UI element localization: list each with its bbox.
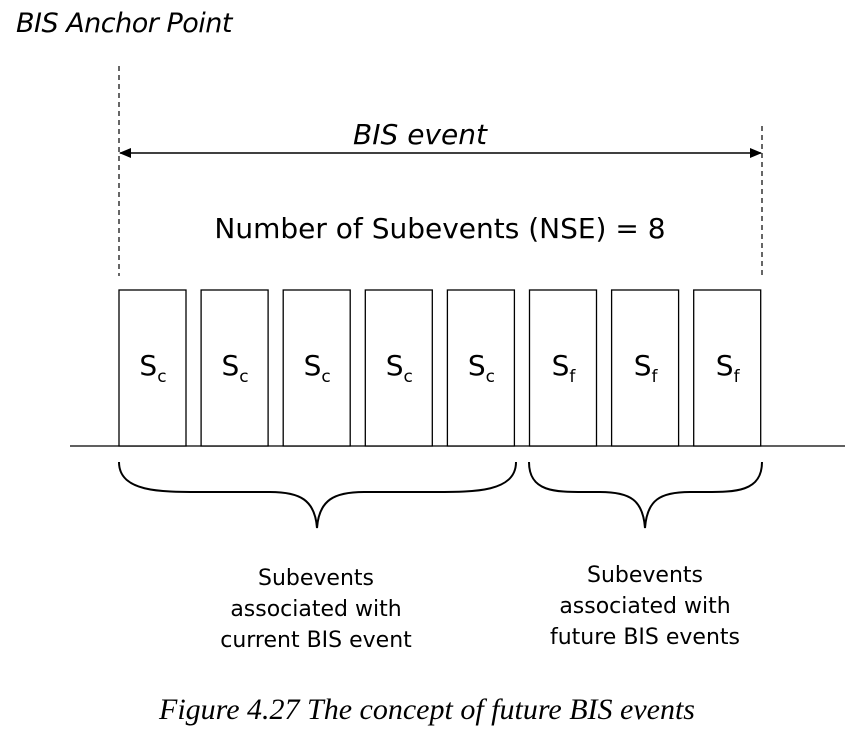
subevent-label-subscript: c — [485, 367, 495, 387]
subevent-label: Sf — [694, 352, 762, 386]
subevent-label-main: S — [385, 349, 404, 382]
figure-caption: Figure 4.27 The concept of future BIS ev… — [159, 693, 695, 726]
future-group-line: future BIS events — [549, 625, 740, 650]
subevent-label-subscript: c — [321, 367, 331, 387]
subevent-box — [446, 289, 516, 447]
subevent-label: Sf — [530, 352, 598, 386]
subevent-label-main: S — [139, 349, 158, 382]
future-group-line: Subevents — [587, 563, 703, 588]
current-group-line: associated with — [230, 597, 402, 622]
subevent-box — [364, 289, 433, 447]
subevent-box — [200, 289, 269, 447]
subevent-box — [693, 289, 762, 447]
subevent-box — [528, 289, 598, 447]
subevent-box — [118, 289, 187, 447]
subevent-label-main: S — [467, 349, 486, 382]
subevent-label-subscript: c — [403, 367, 413, 387]
bis-event-label: BIS event — [353, 118, 487, 151]
subevent-label: Sc — [119, 352, 187, 386]
future-group-brace — [528, 461, 763, 529]
future-group-label: Subevents associated with future BIS eve… — [515, 560, 775, 653]
subevent-label: Sc — [283, 352, 351, 386]
subevent-label-subscript: c — [157, 367, 167, 387]
subevent-label-subscript: c — [239, 367, 249, 387]
current-group-line: current BIS event — [220, 628, 412, 653]
subevent-box — [282, 289, 351, 447]
subevent-label: Sc — [201, 352, 269, 386]
subevent-label-subscript: f — [569, 367, 576, 387]
nse-label: Number of Subevents (NSE) = 8 — [214, 212, 666, 245]
subevent-label: Sc — [365, 352, 433, 386]
subevent-label-main: S — [633, 349, 652, 382]
subevent-boxes — [118, 289, 762, 447]
future-group-line: associated with — [559, 594, 731, 619]
current-group-brace — [118, 461, 517, 529]
subevent-label: Sc — [447, 352, 515, 386]
subevent-label-subscript: f — [651, 367, 658, 387]
subevent-label-subscript: f — [733, 367, 740, 387]
anchor-point-label: BIS Anchor Point — [16, 8, 232, 39]
subevent-label-main: S — [551, 349, 570, 382]
subevent-label-main: S — [221, 349, 240, 382]
current-group-line: Subevents — [258, 566, 374, 591]
subevent-label: Sf — [612, 352, 680, 386]
subevent-label-main: S — [303, 349, 322, 382]
subevent-box — [610, 289, 680, 447]
current-group-label: Subevents associated with current BIS ev… — [186, 563, 446, 656]
subevent-label-main: S — [715, 349, 734, 382]
